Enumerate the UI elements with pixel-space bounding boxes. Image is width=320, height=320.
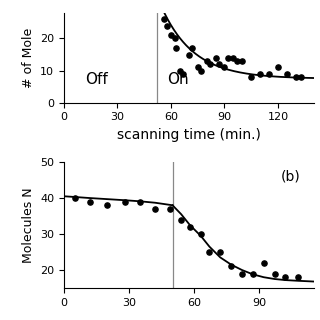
Point [208,62,213,67]
Text: Off: Off [85,72,108,87]
Y-axis label: # of Mole: # of Mole [21,28,35,88]
Point [272,271,277,276]
Point [218,250,223,255]
Point [284,71,289,76]
Point [213,55,218,60]
Point [72,196,77,201]
Point [231,55,236,60]
Point [87,199,92,204]
Point [299,75,304,80]
Point [186,52,191,57]
Point [228,264,234,269]
Point [105,203,110,208]
Point [172,36,177,41]
Point [168,206,173,212]
Point [174,45,179,51]
Y-axis label: Molecules N: Molecules N [21,187,35,263]
X-axis label: scanning time (min.): scanning time (min.) [117,128,261,142]
Point [296,275,301,280]
Point [261,260,266,265]
Point [207,250,212,255]
Point [195,65,200,70]
Point [122,199,127,204]
Point [240,59,245,64]
Point [276,65,281,70]
Point [168,33,173,38]
Point [177,68,182,73]
Point [204,59,209,64]
Point [165,23,170,28]
Point [239,271,244,276]
Point [267,71,272,76]
Text: (b): (b) [281,169,301,183]
Point [190,45,195,51]
Point [179,217,184,222]
Point [258,71,263,76]
Point [181,71,186,76]
Point [137,199,142,204]
Point [250,271,255,276]
Text: On: On [167,72,189,87]
Point [226,55,231,60]
Point [222,65,227,70]
Point [293,75,298,80]
Point [153,206,158,212]
Point [249,75,254,80]
Point [161,17,166,22]
Point [234,59,239,64]
Point [217,62,222,67]
Point [187,224,192,229]
Point [283,275,288,280]
Point [199,68,204,73]
Point [198,231,203,236]
